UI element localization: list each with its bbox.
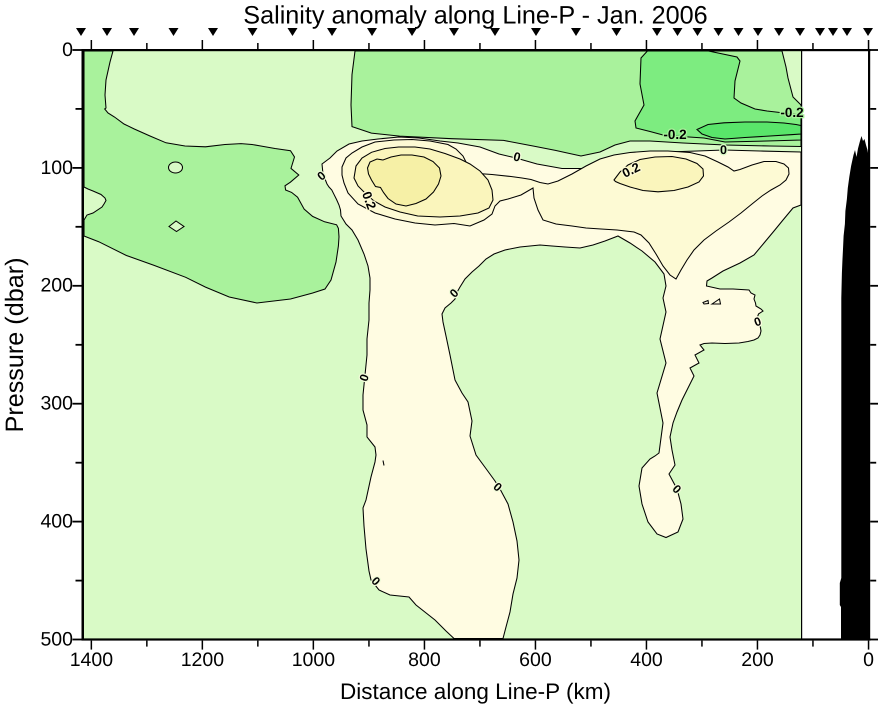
- svg-text:200: 200: [40, 275, 73, 297]
- svg-text:200: 200: [741, 649, 774, 671]
- svg-text:Salinity anomaly along Line-P: Salinity anomaly along Line-P - Jan. 200…: [243, 1, 707, 29]
- svg-text:500: 500: [40, 628, 73, 650]
- svg-text:600: 600: [519, 649, 552, 671]
- svg-text:400: 400: [630, 649, 663, 671]
- svg-text:400: 400: [40, 511, 73, 533]
- svg-text:-0.2: -0.2: [663, 127, 686, 142]
- svg-text:1400: 1400: [70, 649, 114, 671]
- svg-text:300: 300: [40, 393, 73, 415]
- svg-text:-0.2: -0.2: [780, 105, 803, 120]
- svg-text:0.2: 0.2: [359, 189, 379, 211]
- svg-text:0: 0: [62, 39, 73, 61]
- svg-text:Distance along Line-P (km): Distance along Line-P (km): [340, 679, 611, 704]
- svg-text:0: 0: [863, 649, 874, 671]
- svg-text:Pressure (dbar): Pressure (dbar): [1, 258, 29, 433]
- svg-text:0: 0: [720, 143, 727, 157]
- svg-text:1000: 1000: [292, 649, 336, 671]
- svg-text:800: 800: [408, 649, 441, 671]
- svg-text:1200: 1200: [181, 649, 225, 671]
- svg-text:100: 100: [40, 157, 73, 179]
